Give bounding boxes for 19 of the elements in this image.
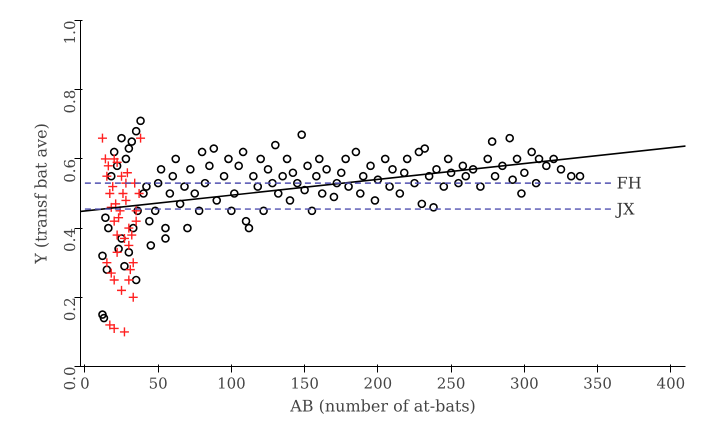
y-tick-label: 0.4	[61, 228, 79, 252]
y-axis-title: Y (transf bat ave)	[32, 123, 50, 265]
x-tick-label: 200	[364, 374, 392, 392]
ref-line-label: FH	[616, 174, 642, 193]
y-tick-label: 0.6	[61, 158, 79, 183]
x-tick-label: 50	[148, 374, 168, 392]
x-tick-label: 250	[436, 374, 466, 392]
ref-line-label: JX	[614, 200, 636, 219]
y-tick-label: 0.8	[61, 90, 79, 114]
x-axis-title: AB (number of at-bats)	[289, 396, 476, 416]
x-tick-label: 0	[80, 374, 90, 392]
x-tick-label: 300	[510, 374, 539, 392]
x-tick-label: 150	[290, 374, 319, 392]
x-tick-label: 400	[656, 374, 686, 392]
y-tick-label: 1.0	[61, 20, 79, 44]
y-tick-label: 0.0	[61, 366, 79, 390]
y-tick-label: 0.2	[61, 297, 79, 322]
x-tick-label: 350	[583, 374, 612, 392]
x-tick-label: 100	[217, 374, 246, 392]
